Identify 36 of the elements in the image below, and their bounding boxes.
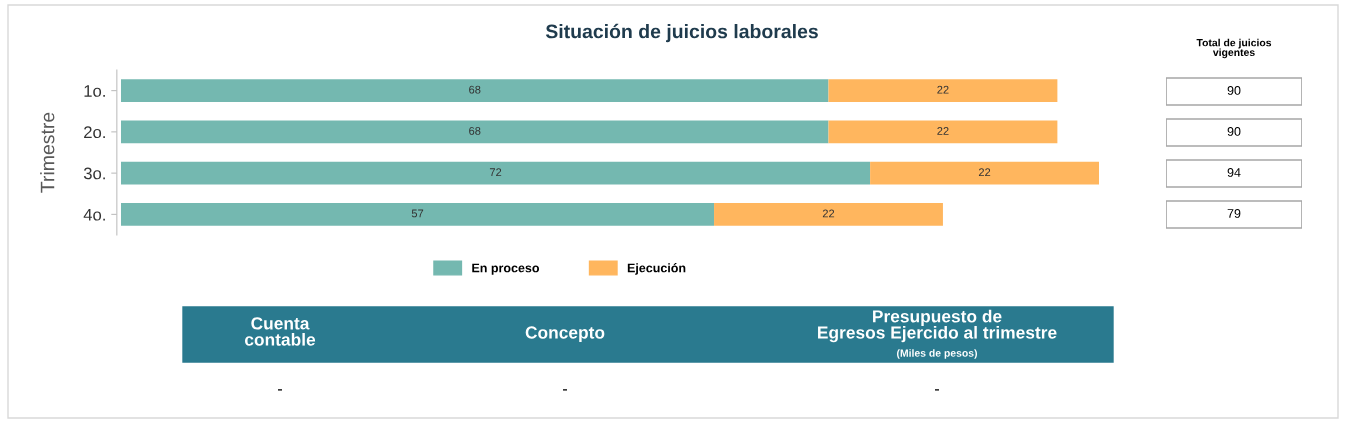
data-label: 22 <box>978 168 991 176</box>
text: - <box>934 389 940 391</box>
text: - <box>562 389 568 391</box>
y-tick-label: 4o. <box>83 208 105 221</box>
y-tick-label: 1o. <box>84 85 105 97</box>
bar <box>121 79 829 102</box>
chart-title: Situación de juicios laborales <box>545 23 818 43</box>
legend-label: Ejecución <box>627 263 686 275</box>
text: Cuenta contable <box>244 317 316 346</box>
data-label: 22 <box>937 126 949 135</box>
text: 94 <box>1227 168 1241 177</box>
legend-label: En proceso <box>472 263 540 275</box>
text: Presupuesto de Egresos Ejercido al trimestre <box>818 309 1057 343</box>
data-label: 68 <box>469 85 481 94</box>
bar <box>121 203 715 226</box>
y-axis-title: Trimestre <box>40 112 55 193</box>
y-tick-label: 3o. <box>83 167 105 180</box>
data-label: 68 <box>469 126 481 135</box>
bar <box>828 79 1058 102</box>
bar <box>828 120 1058 144</box>
data-label: 22 <box>937 85 949 94</box>
data-label: 22 <box>822 209 835 218</box>
bar <box>121 120 829 144</box>
bar <box>121 161 871 185</box>
bar <box>714 203 943 226</box>
text: (Miles de pesos) <box>897 349 978 359</box>
text: 90 <box>1227 127 1241 136</box>
text: 90 <box>1227 86 1241 95</box>
y-tick-label: 2o. <box>84 126 105 139</box>
text: Total de juicios vigentes <box>1196 38 1272 59</box>
text: - <box>277 389 283 391</box>
text: 79 <box>1227 209 1241 218</box>
data-label: 57 <box>411 209 424 218</box>
bar <box>870 161 1099 185</box>
data-label: 72 <box>489 168 502 176</box>
text: Concepto <box>525 326 605 343</box>
